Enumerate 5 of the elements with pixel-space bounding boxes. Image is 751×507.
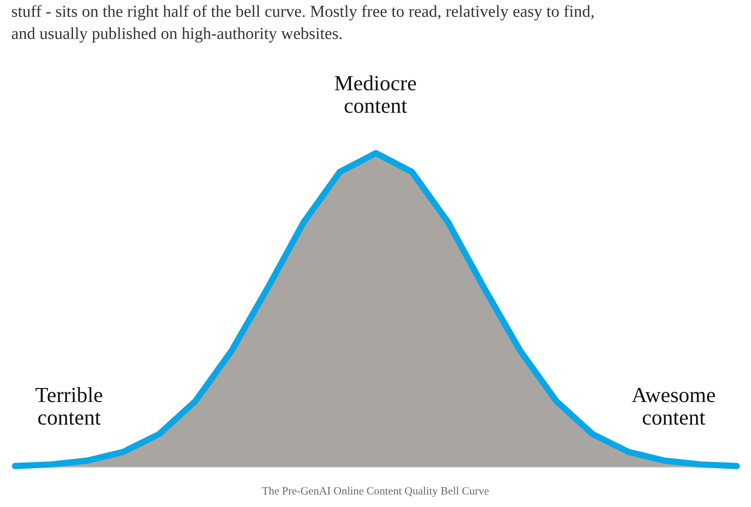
text: The Pre-GenAI Online Content Quality Bell Curve xyxy=(262,486,489,497)
text: stuff - sits on the right half of the bell curve. Mostly free to read, relatively easy to find, and usually published on high-authority websites. xyxy=(12,5,594,42)
annotation: Terrible content xyxy=(36,387,102,425)
annotation: Awesome content xyxy=(632,388,715,425)
text: Mediocre content xyxy=(334,75,416,113)
